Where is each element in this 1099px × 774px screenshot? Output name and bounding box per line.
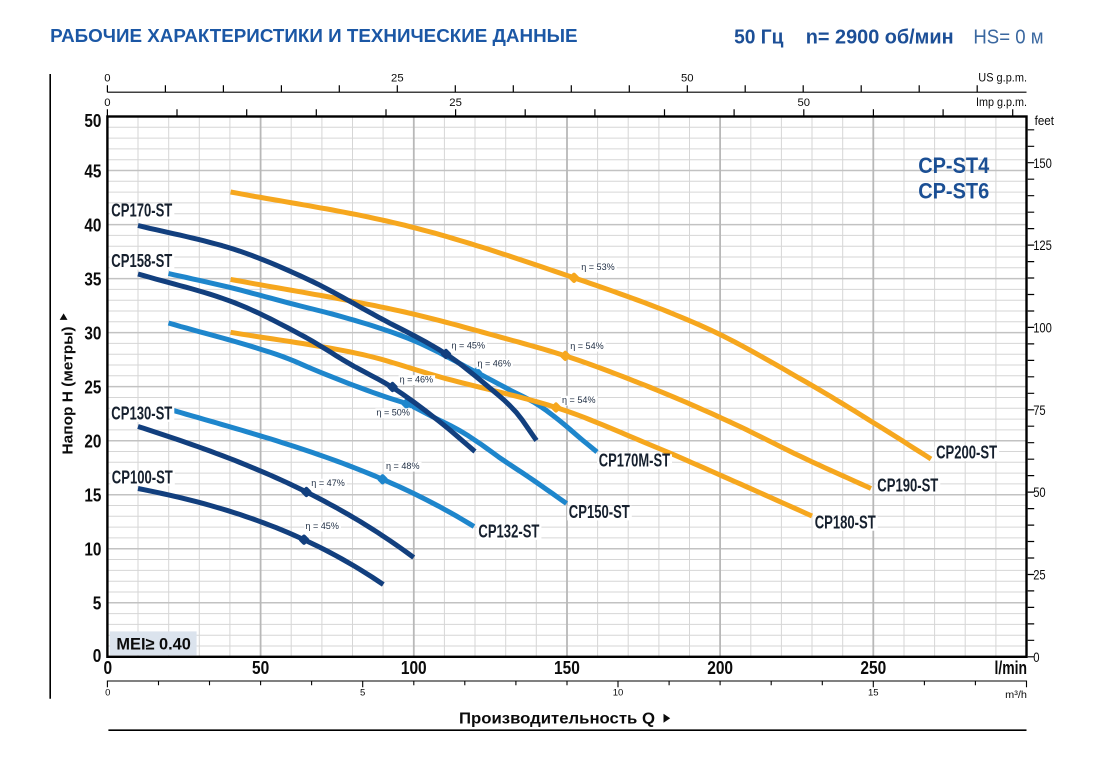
svg-text:150: 150 bbox=[554, 657, 580, 678]
svg-text:Напор H (метры): Напор H (метры) bbox=[60, 326, 77, 454]
svg-text:η = 50%: η = 50% bbox=[376, 408, 410, 418]
svg-text:РАБОЧИЕ ХАРАКТЕРИСТИКИ И ТЕХНИ: РАБОЧИЕ ХАРАКТЕРИСТИКИ И ТЕХНИЧЕСКИЕ ДАН… bbox=[50, 25, 577, 46]
svg-text:10: 10 bbox=[84, 539, 101, 560]
svg-text:5: 5 bbox=[360, 688, 365, 699]
svg-text:CP180-ST: CP180-ST bbox=[815, 512, 876, 532]
svg-text:η = 46%: η = 46% bbox=[477, 359, 511, 369]
svg-text:100: 100 bbox=[401, 657, 427, 678]
svg-text:50: 50 bbox=[797, 97, 810, 109]
svg-text:US g.p.m.: US g.p.m. bbox=[978, 71, 1027, 85]
svg-text:200: 200 bbox=[707, 657, 733, 678]
svg-text:10: 10 bbox=[613, 688, 624, 699]
svg-text:CP158-ST: CP158-ST bbox=[111, 251, 172, 271]
svg-text:m³/h: m³/h bbox=[1005, 689, 1027, 701]
svg-text:l/min: l/min bbox=[995, 657, 1028, 678]
svg-text:Imp g.p.m.: Imp g.p.m. bbox=[976, 95, 1027, 109]
svg-text:MEI≥ 0.40: MEI≥ 0.40 bbox=[116, 635, 190, 654]
svg-text:150: 150 bbox=[1033, 156, 1052, 171]
svg-text:η = 48%: η = 48% bbox=[386, 461, 420, 471]
svg-text:125: 125 bbox=[1033, 238, 1052, 253]
svg-text:0: 0 bbox=[104, 73, 110, 85]
svg-text:CP130-ST: CP130-ST bbox=[111, 404, 172, 424]
svg-text:0: 0 bbox=[105, 688, 110, 699]
svg-text:CP170-ST: CP170-ST bbox=[111, 201, 172, 221]
svg-text:0: 0 bbox=[1033, 650, 1040, 665]
svg-text:CP132-ST: CP132-ST bbox=[478, 522, 539, 542]
svg-text:15: 15 bbox=[868, 688, 879, 699]
svg-text:25: 25 bbox=[84, 377, 101, 398]
svg-text:0: 0 bbox=[104, 657, 113, 678]
svg-text:75: 75 bbox=[1033, 403, 1046, 418]
svg-text:η = 45%: η = 45% bbox=[305, 521, 339, 531]
svg-text:250: 250 bbox=[860, 657, 886, 678]
svg-text:CP-ST4: CP-ST4 bbox=[918, 153, 989, 178]
svg-text:15: 15 bbox=[84, 485, 101, 506]
svg-text:25: 25 bbox=[391, 73, 404, 85]
svg-text:η = 53%: η = 53% bbox=[581, 262, 615, 272]
svg-text:CP200-ST: CP200-ST bbox=[936, 443, 997, 463]
svg-text:5: 5 bbox=[93, 593, 102, 614]
svg-text:η = 54%: η = 54% bbox=[570, 341, 604, 351]
svg-text:0: 0 bbox=[104, 97, 110, 109]
svg-text:35: 35 bbox=[84, 268, 101, 289]
svg-text:η = 54%: η = 54% bbox=[562, 395, 596, 405]
svg-text:50 Гц: 50 Гц bbox=[734, 27, 784, 49]
svg-text:0: 0 bbox=[93, 645, 102, 666]
svg-text:CP150-ST: CP150-ST bbox=[569, 502, 630, 522]
svg-text:30: 30 bbox=[84, 322, 101, 343]
svg-text:25: 25 bbox=[1033, 568, 1046, 583]
svg-text:feet: feet bbox=[1035, 114, 1055, 128]
svg-text:40: 40 bbox=[84, 214, 101, 235]
svg-text:50: 50 bbox=[1033, 485, 1046, 500]
svg-text:HS= 0 м: HS= 0 м bbox=[973, 27, 1043, 49]
svg-text:CP170M-ST: CP170M-ST bbox=[599, 451, 670, 471]
svg-text:η = 47%: η = 47% bbox=[311, 478, 345, 488]
svg-text:50: 50 bbox=[84, 110, 101, 131]
svg-text:50: 50 bbox=[681, 73, 694, 85]
svg-text:CP-ST6: CP-ST6 bbox=[918, 178, 989, 203]
svg-text:50: 50 bbox=[252, 657, 269, 678]
svg-text:η = 45%: η = 45% bbox=[452, 341, 486, 351]
svg-text:100: 100 bbox=[1033, 320, 1052, 335]
svg-text:CP100-ST: CP100-ST bbox=[112, 467, 173, 487]
svg-text:η = 46%: η = 46% bbox=[400, 375, 434, 385]
svg-text:CP190-ST: CP190-ST bbox=[877, 476, 938, 496]
svg-text:45: 45 bbox=[84, 160, 101, 181]
svg-text:n= 2900 об/мин: n= 2900 об/мин bbox=[806, 27, 954, 49]
svg-text:20: 20 bbox=[84, 431, 101, 452]
svg-text:25: 25 bbox=[449, 97, 462, 109]
svg-text:Производительность Q: Производительность Q bbox=[459, 710, 655, 727]
